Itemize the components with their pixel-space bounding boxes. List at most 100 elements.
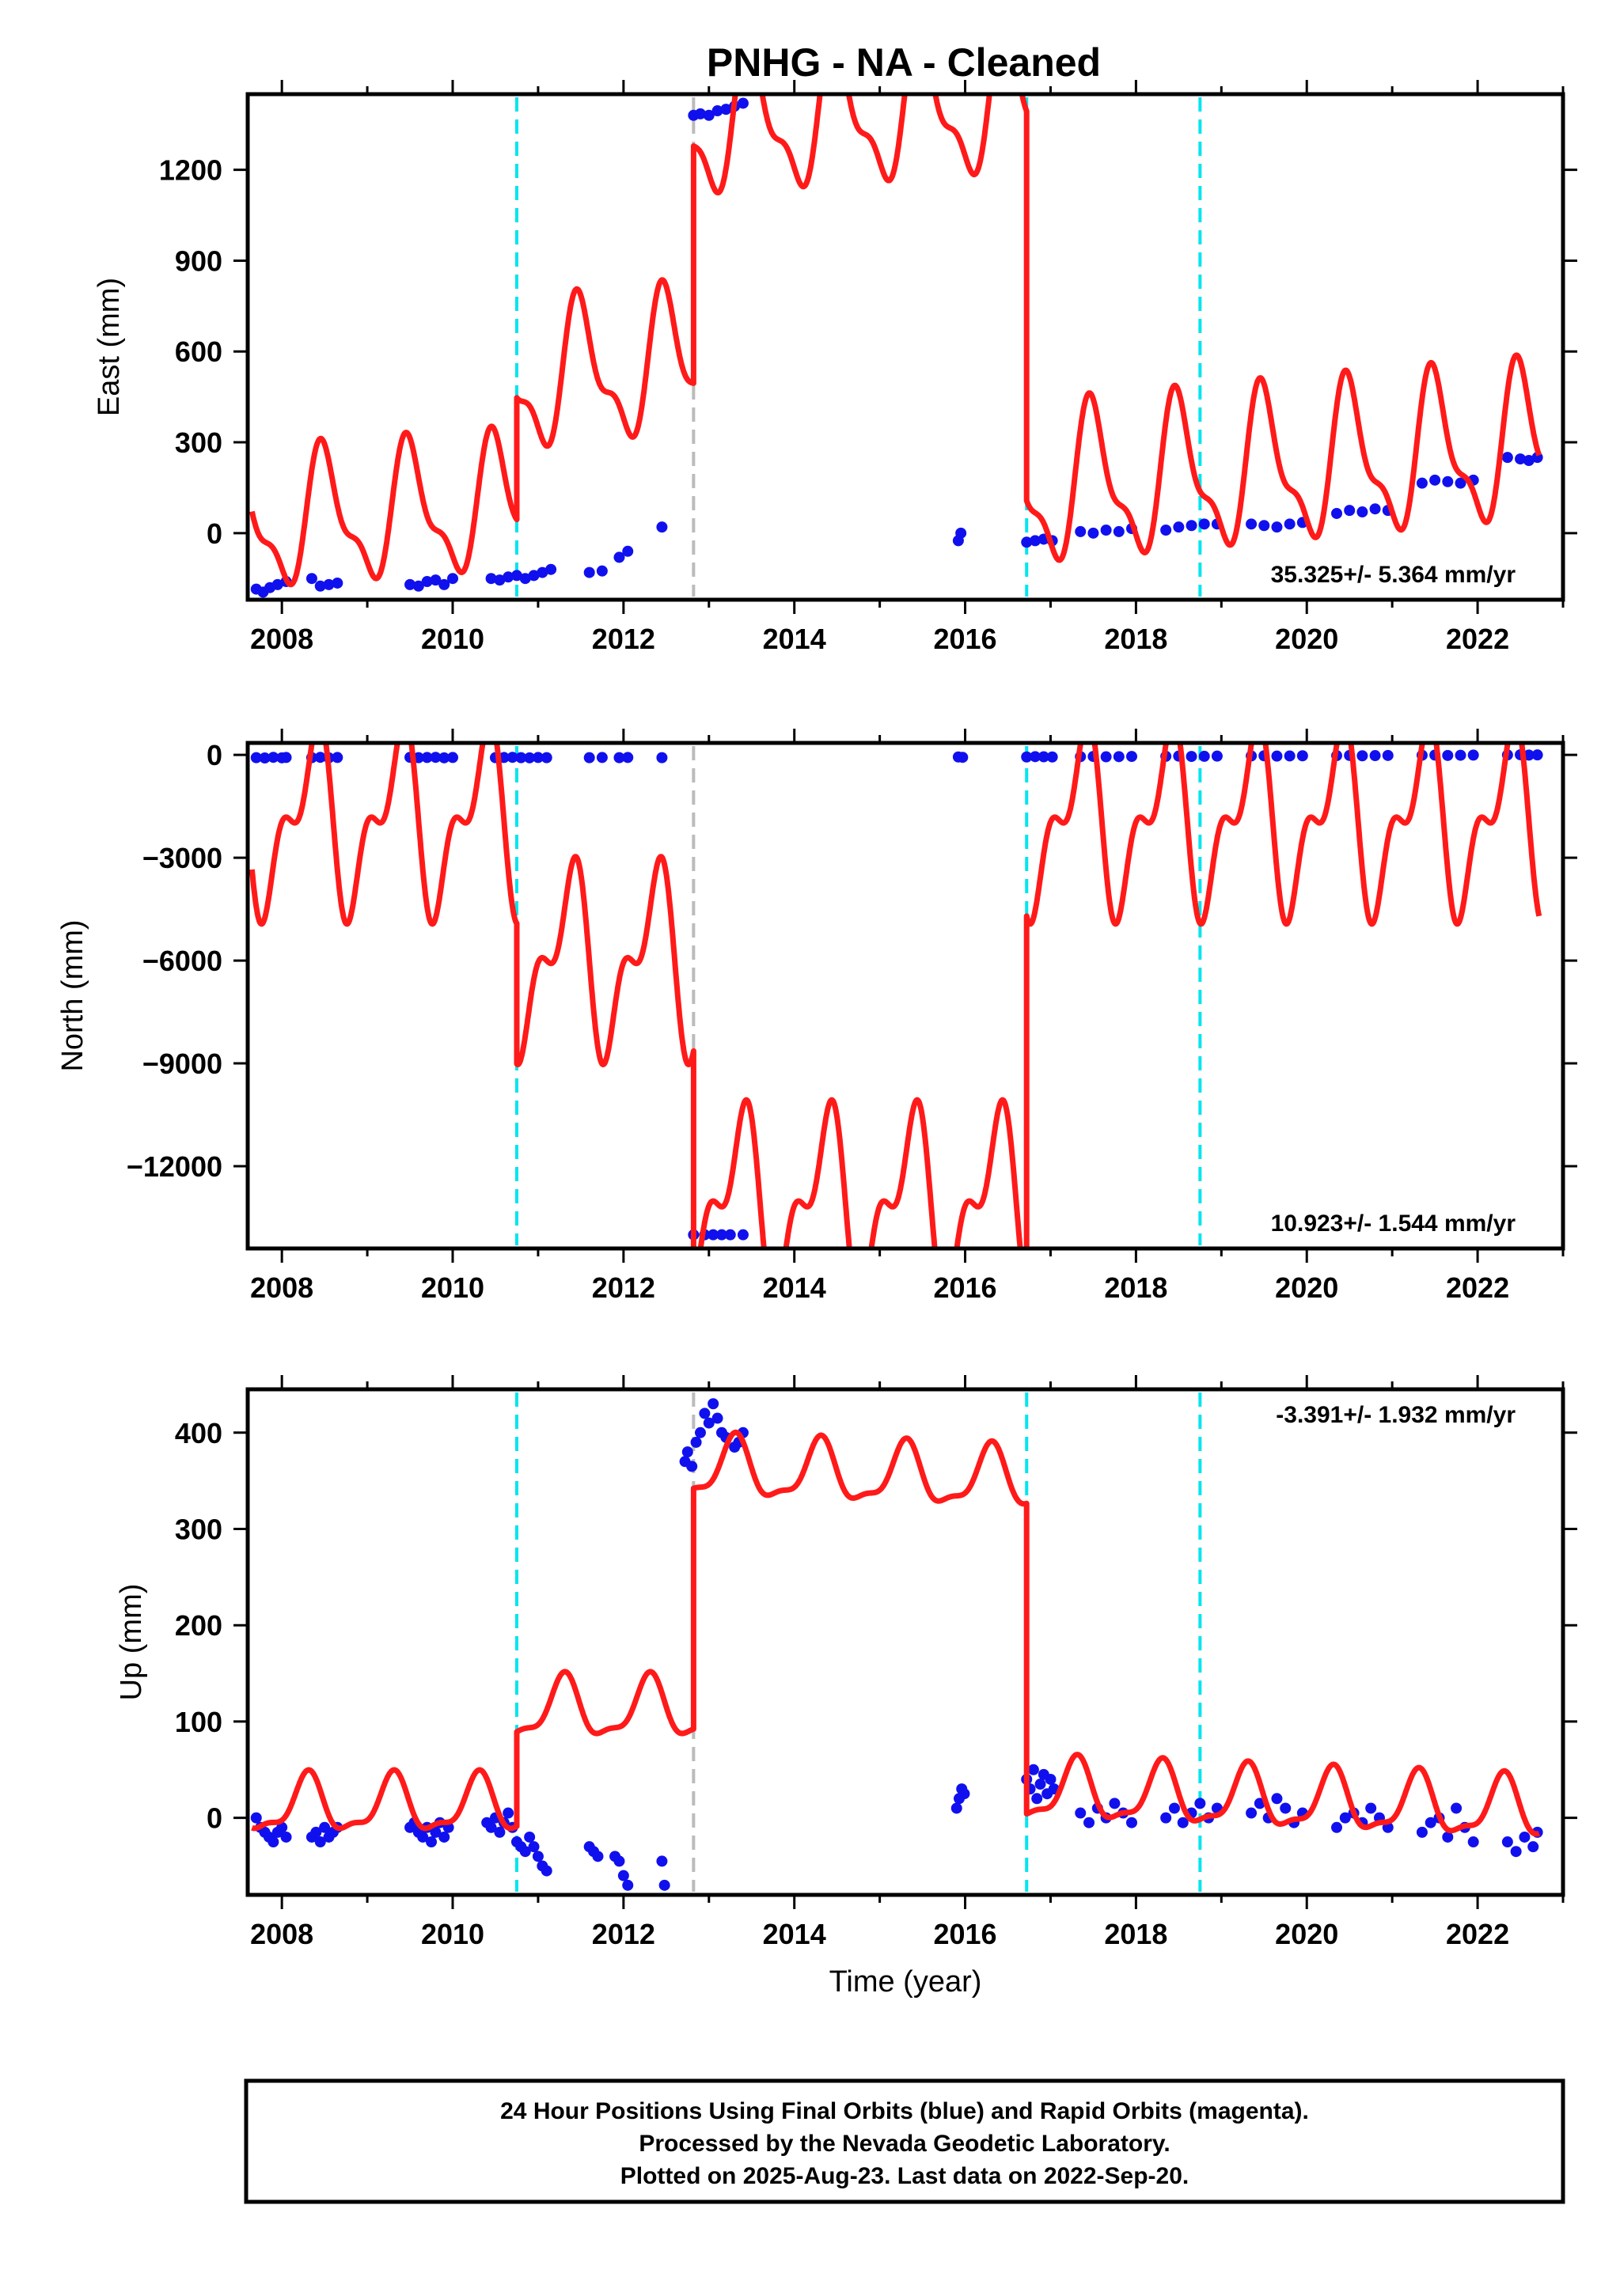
x-tick-label: 2014 [763, 1918, 826, 1950]
data-point [541, 752, 552, 763]
data-point [259, 752, 271, 764]
data-point [1451, 1802, 1463, 1814]
data-point [1501, 1836, 1513, 1848]
data-point [656, 752, 668, 763]
data-point [1030, 535, 1041, 547]
x-tick-label: 2018 [1104, 1918, 1167, 1950]
data-point [1038, 751, 1049, 763]
data-point [690, 1436, 702, 1448]
x-axis-label: Time (year) [829, 1965, 982, 1999]
data-point [276, 1821, 288, 1833]
data-point [1186, 751, 1197, 763]
data-point [1113, 525, 1125, 537]
data-point [524, 752, 536, 763]
data-point [1045, 1773, 1057, 1785]
data-point [305, 573, 317, 585]
rate-label: -3.391+/- 1.932 mm/yr [1276, 1402, 1516, 1428]
data-point [1344, 505, 1356, 517]
data-point [957, 752, 969, 763]
y-tick-label: −9000 [142, 1048, 222, 1080]
y-tick-label: 300 [175, 1513, 222, 1545]
data-points [250, 97, 1543, 598]
data-point [528, 570, 540, 582]
x-tick-label: 2010 [421, 623, 484, 655]
data-point [703, 1417, 715, 1429]
y-tick-label: −12000 [127, 1150, 222, 1183]
data-point [1467, 749, 1479, 761]
data-point [613, 1855, 625, 1867]
data-point [319, 1821, 331, 1833]
data-point [1109, 1798, 1121, 1809]
data-point [694, 1426, 706, 1438]
data-point [1160, 524, 1172, 536]
data-point [1271, 1793, 1283, 1805]
data-point [737, 1229, 749, 1241]
data-point [519, 573, 531, 585]
data-point [1027, 1764, 1039, 1775]
y-tick-label: 300 [175, 426, 222, 459]
data-point [708, 1229, 719, 1241]
data-point [510, 570, 522, 582]
data-point [1510, 1846, 1522, 1858]
data-point [503, 1807, 514, 1819]
data-point [703, 109, 715, 121]
model-curve [249, 743, 1542, 1248]
data-point [1527, 1841, 1539, 1853]
data-point [955, 527, 967, 539]
data-point [699, 1408, 711, 1419]
data-point [1030, 751, 1041, 763]
data-point [421, 576, 433, 588]
data-point [1455, 749, 1466, 761]
data-point [485, 1821, 497, 1833]
data-point [537, 566, 548, 578]
data-point [447, 752, 459, 763]
data-point [430, 1826, 442, 1838]
data-point [532, 752, 544, 763]
data-point [1467, 1836, 1479, 1848]
data-point [430, 574, 442, 586]
data-point [314, 752, 326, 763]
y-tick-label: −6000 [142, 945, 222, 977]
y-tick-label: 0 [207, 739, 222, 771]
up-panel: 2008 2010 2012 2014 2016 2018 2020 2022 0 100 200 3… [115, 1375, 1577, 1999]
data-point [596, 565, 608, 577]
data-point [1271, 521, 1283, 533]
data-point [271, 578, 283, 590]
data-point [1168, 1802, 1180, 1814]
data-point [314, 1836, 326, 1848]
data-point [506, 752, 518, 763]
data-point [708, 1398, 719, 1410]
data-point [1194, 1798, 1206, 1809]
x-tick-label: 2022 [1446, 1271, 1509, 1304]
data-point [711, 105, 723, 117]
data-point [528, 1841, 540, 1853]
data-point [545, 563, 557, 575]
data-point [421, 752, 433, 763]
data-point [1186, 520, 1197, 532]
data-point [485, 573, 497, 585]
data-point [656, 521, 668, 533]
data-point [1442, 475, 1454, 487]
data-point [1021, 751, 1033, 763]
data-point [1356, 506, 1368, 518]
data-point [494, 574, 506, 586]
data-point [323, 578, 335, 590]
data-point [1113, 751, 1125, 763]
data-point [1519, 1831, 1531, 1843]
data-point [503, 571, 514, 583]
y-tick-label: 0 [207, 517, 222, 550]
data-point [1198, 750, 1210, 762]
data-points [250, 748, 1543, 1241]
data-point [438, 578, 450, 590]
x-tick-label: 2018 [1104, 1271, 1167, 1304]
x-tick-label: 2014 [763, 623, 826, 655]
data-point [1087, 527, 1099, 539]
data-point [1160, 1812, 1172, 1824]
data-point [950, 1802, 962, 1814]
x-tick-label: 2008 [250, 623, 313, 655]
x-tick-label: 2012 [592, 623, 655, 655]
data-point [592, 1851, 604, 1862]
y-tick-label: 200 [175, 1609, 222, 1642]
data-point [438, 1831, 450, 1843]
data-point [694, 108, 706, 119]
